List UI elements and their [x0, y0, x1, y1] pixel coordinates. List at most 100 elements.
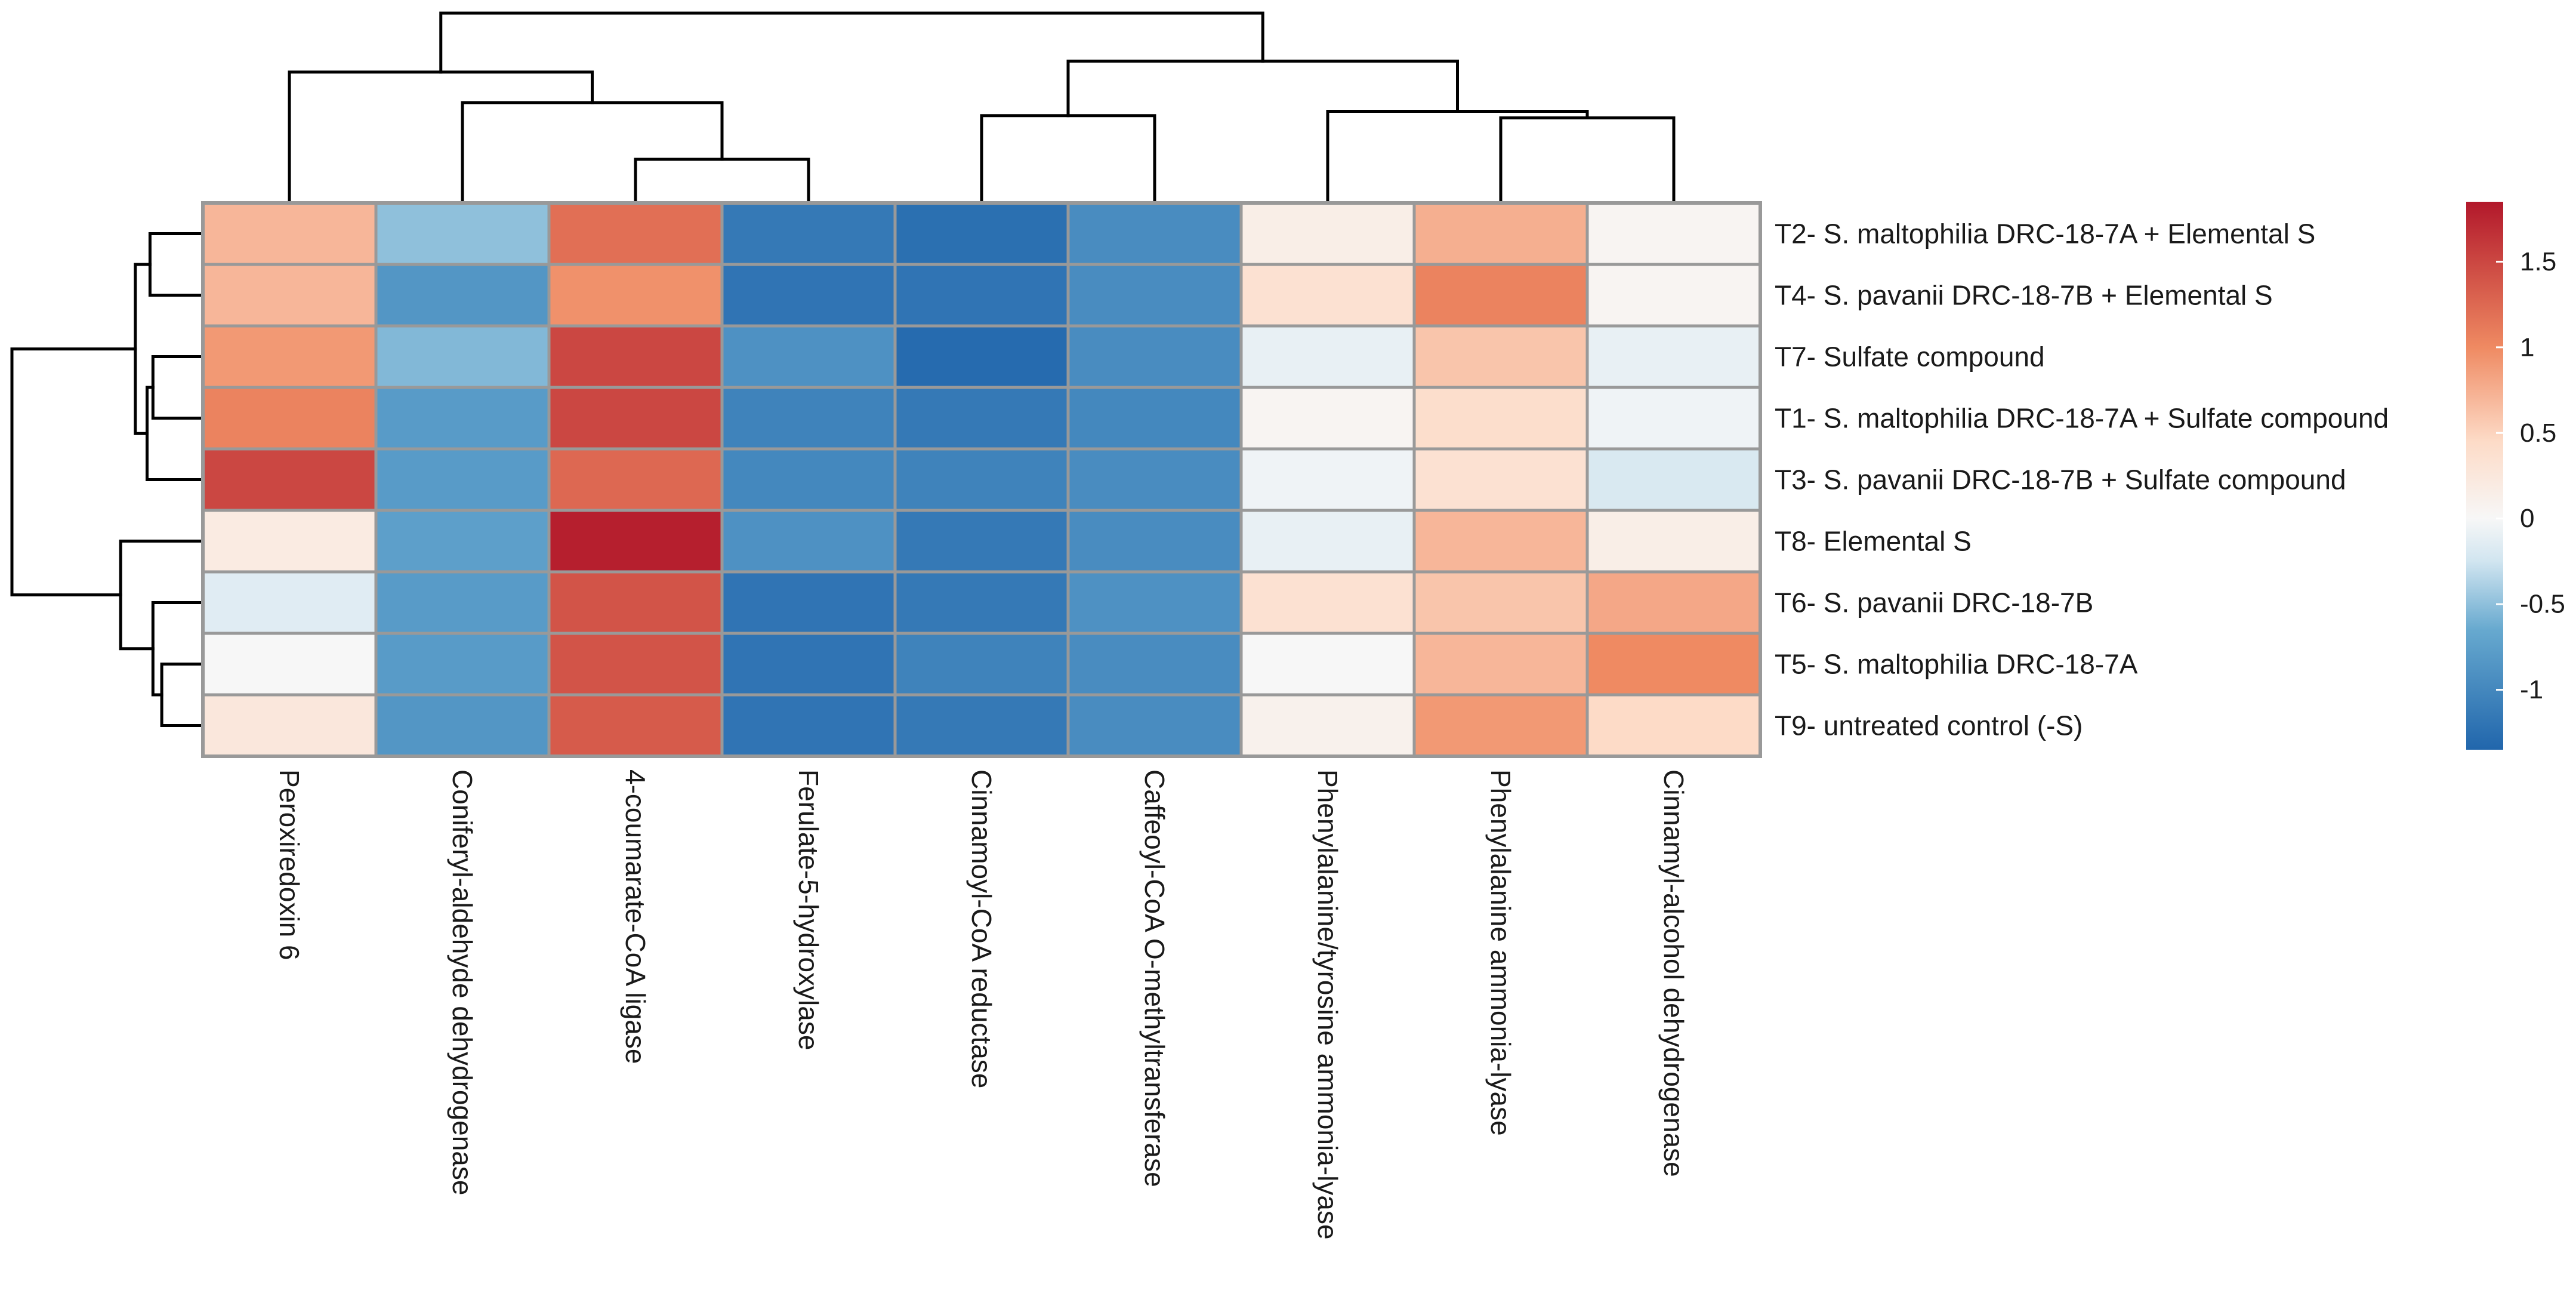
heatmap-cell — [547, 632, 724, 697]
heatmap-cell — [1585, 201, 1762, 266]
legend-tick-label: 0 — [2520, 504, 2534, 533]
row-label: T1- S. maltophilia DRC-18-7A + Sulfate c… — [1775, 403, 2389, 434]
heatmap-cell — [1066, 570, 1243, 635]
heatmap-cell — [720, 263, 897, 328]
heatmap-cell — [1585, 693, 1762, 758]
heatmap-cell — [201, 201, 378, 266]
column-label: Coniferyl-aldehyde dehydrogenase — [447, 769, 478, 1195]
heatmap-cell — [1585, 447, 1762, 512]
heatmap-cell — [374, 201, 551, 266]
heatmap-cell — [1585, 263, 1762, 328]
heatmap-cell — [201, 447, 378, 512]
heatmap-cell — [374, 447, 551, 512]
column-label: Cinnamyl-alcohol dehydrogenase — [1658, 769, 1689, 1177]
heatmap-cells — [201, 201, 1762, 758]
column-label: Peroxiredoxin 6 — [274, 769, 305, 960]
heatmap-cell — [893, 509, 1070, 574]
heatmap-cell — [893, 570, 1070, 635]
column-label: Phenylalanine/tyrosine ammonia-lyase — [1312, 769, 1343, 1240]
heatmap-cell — [1066, 509, 1243, 574]
heatmap-cell — [1412, 263, 1589, 328]
heatmap-cell — [1412, 447, 1589, 512]
heatmap-cell — [720, 570, 897, 635]
heatmap-cell — [893, 386, 1070, 451]
heatmap-cell — [1585, 324, 1762, 389]
row-dendrogram — [10, 232, 205, 727]
heatmap-cell — [547, 447, 724, 512]
heatmap-cell — [201, 632, 378, 697]
heatmap-cell — [1066, 201, 1243, 266]
heatmap-cell — [1412, 509, 1589, 574]
heatmap-cell — [1412, 201, 1589, 266]
row-label: T4- S. pavanii DRC-18-7B + Elemental S — [1775, 280, 2273, 311]
heatmap-cell — [1585, 570, 1762, 635]
heatmap-cell — [1585, 509, 1762, 574]
heatmap-cell — [1239, 324, 1416, 389]
column-label: Caffeoyl-CoA O-methyltransferase — [1139, 769, 1170, 1187]
column-labels: Peroxiredoxin 6 Coniferyl-aldehyde dehydr… — [274, 769, 1689, 1240]
heatmap-cell — [720, 509, 897, 574]
heatmap-cell — [720, 201, 897, 266]
heatmap-cell — [374, 263, 551, 328]
row-label: T9- untreated control (-S) — [1775, 710, 2083, 741]
legend-tick-label: -0.5 — [2520, 590, 2565, 619]
heatmap-cell — [1412, 386, 1589, 451]
heatmap-cell — [1066, 632, 1243, 697]
column-label: Phenylalanine ammonia-lyase — [1485, 769, 1516, 1136]
heatmap-cell — [201, 324, 378, 389]
heatmap-cell — [720, 693, 897, 758]
heatmap-cell — [1239, 509, 1416, 574]
heatmap-cell — [893, 632, 1070, 697]
heatmap-cell — [893, 447, 1070, 512]
heatmap-cell — [720, 447, 897, 512]
heatmap-cell — [1412, 570, 1589, 635]
heatmap-cell — [547, 324, 724, 389]
heatmap-cell — [374, 509, 551, 574]
column-dendrogram — [288, 11, 1676, 205]
heatmap-cell — [893, 263, 1070, 328]
heatmap-cell — [1412, 324, 1589, 389]
heatmap-cell — [201, 386, 378, 451]
row-label: T8- Elemental S — [1775, 526, 1972, 557]
legend-tick-label: -1 — [2520, 675, 2543, 704]
heatmap-cell — [1585, 632, 1762, 697]
legend-tick-label: 0.5 — [2520, 418, 2556, 448]
heatmap-cell — [201, 509, 378, 574]
legend-tick-label: 1.5 — [2520, 247, 2556, 276]
heatmap-cell — [720, 324, 897, 389]
heatmap-cell — [1412, 693, 1589, 758]
row-label: T7- Sulfate compound — [1775, 341, 2045, 372]
heatmap-cell — [1412, 632, 1589, 697]
heatmap-cell — [720, 632, 897, 697]
column-label: Cinnamoyl-CoA reductase — [966, 769, 997, 1088]
row-label: T2- S. maltophilia DRC-18-7A + Elemental… — [1775, 218, 2315, 250]
heatmap-cell — [1239, 693, 1416, 758]
column-label: Ferulate-5-hydroxylase — [793, 769, 824, 1050]
legend-tick-label: 1 — [2520, 332, 2534, 362]
heatmap-cell — [201, 263, 378, 328]
row-label: T3- S. pavanii DRC-18-7B + Sulfate compo… — [1775, 464, 2346, 495]
heatmap-cell — [893, 324, 1070, 389]
dendrogram-branch — [439, 11, 1264, 74]
heatmap-cell — [201, 570, 378, 635]
row-labels: T2- S. maltophilia DRC-18-7A + Elemental… — [1775, 218, 2389, 741]
heatmap-cell — [893, 693, 1070, 758]
heatmap-frame — [201, 201, 1762, 758]
heatmap-cell — [374, 693, 551, 758]
heatmap-cell — [547, 509, 724, 574]
color-legend: -1 -0.5 0 0.5 1 1.5 — [2466, 202, 2565, 750]
heatmap-cell — [201, 693, 378, 758]
heatmap-cell — [1239, 447, 1416, 512]
heatmap-cell — [1239, 570, 1416, 635]
heatmap-cell — [1239, 201, 1416, 266]
heatmap-cell — [1239, 386, 1416, 451]
heatmap-cell — [1585, 386, 1762, 451]
heatmap-cell — [1066, 693, 1243, 758]
heatmap-cell — [1239, 263, 1416, 328]
heatmap-cell — [547, 693, 724, 758]
heatmap-cell — [547, 201, 724, 266]
heatmap-cell — [374, 324, 551, 389]
heatmap-cell — [547, 570, 724, 635]
heatmap-cell — [1066, 447, 1243, 512]
